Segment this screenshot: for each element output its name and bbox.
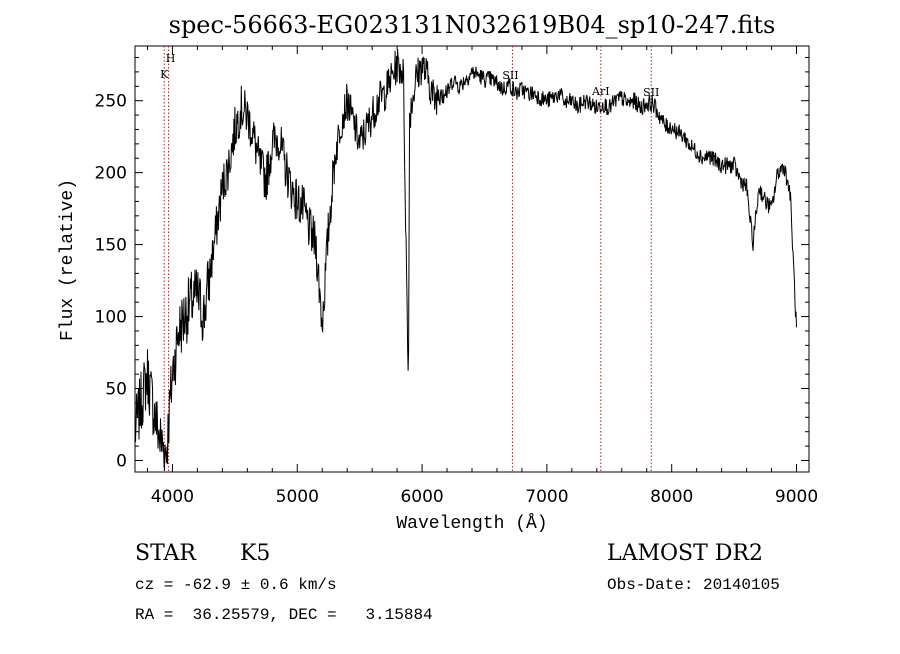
x-axis-label: Wavelength (Å) [396,513,547,534]
x-tick-label-1: 5000 [276,487,319,507]
object-class: STAR [135,541,197,566]
axis-ticks: 4000 5000 6000 7000 8000 9000 0 50 100 150 200 250 [95,46,818,507]
y-tick-label-0: 0 [116,451,127,471]
marker-label-3: ArI [591,85,610,98]
marker-label-1: H [166,52,176,65]
x-tick-label-2: 6000 [400,487,443,507]
marker-label-4: SII [643,86,659,99]
marker-label-0: K [160,68,169,81]
y-tick-label-3: 150 [95,236,127,256]
x-tick-label-3: 7000 [525,487,568,507]
y-tick-label-5: 250 [95,92,127,112]
y-tick-label-4: 200 [95,164,127,184]
spectral-subclass: K5 [240,541,270,566]
coordinates: RA = 36.25579, DEC = 3.15884 [135,606,433,624]
y-tick-label-2: 100 [95,308,127,328]
x-tick-label-0: 4000 [151,487,194,507]
marker-label-2: SII [502,69,518,82]
chart-title: spec-56663-EG023131N032619B04_sp10-247.f… [169,11,776,39]
x-tick-label-5: 9000 [775,487,818,507]
line-markers: KH SII ArI SII [160,46,659,472]
obs-date: Obs-Date: 20140105 [607,576,780,594]
series-layer [134,49,797,471]
x-tick-label-4: 8000 [650,487,693,507]
y-tick-label-1: 50 [105,380,127,400]
survey-label: LAMOST DR2 [607,541,763,566]
cz-value: cz = -62.9 ± 0.6 km/s [135,576,337,594]
y-axis-label: Flux (relative) [58,179,78,341]
flux-series-line [134,49,797,471]
plot-frame [134,45,810,473]
